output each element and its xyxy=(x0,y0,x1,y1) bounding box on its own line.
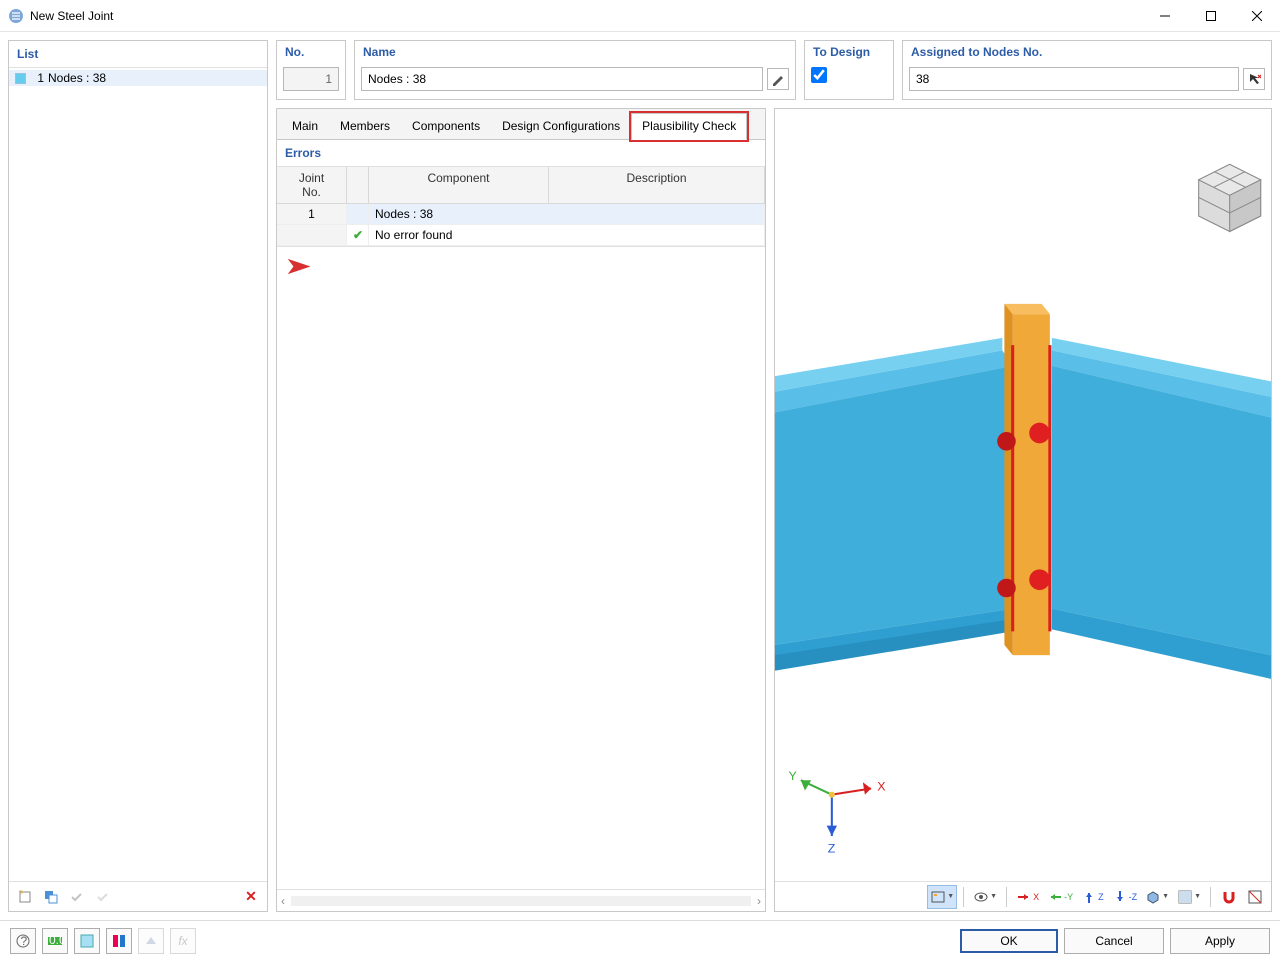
app-icon xyxy=(8,8,24,24)
pick-nodes-icon[interactable] xyxy=(1243,68,1265,90)
check-off-icon[interactable] xyxy=(91,885,115,909)
tabs-panel: Main Members Components Design Configura… xyxy=(276,108,766,912)
bottom-bar: ? 0.00 fx OK Cancel Apply xyxy=(0,920,1280,960)
name-label: Name xyxy=(355,41,795,63)
to-design-label: To Design xyxy=(805,41,893,63)
window-title: New Steel Joint xyxy=(30,9,1142,23)
cancel-button[interactable]: Cancel xyxy=(1064,928,1164,954)
viewport-panel: X Y Z xyxy=(774,108,1272,912)
error-detail-row[interactable]: ✔ No error found xyxy=(277,225,765,246)
col-icon xyxy=(347,167,369,204)
group-row-icon xyxy=(347,204,369,224)
group-assigned-nodes: Assigned to Nodes No. xyxy=(902,40,1272,100)
view-toggle-icon[interactable] xyxy=(138,928,164,954)
group-to-design: To Design xyxy=(804,40,894,100)
view-settings-icon[interactable]: ▼ xyxy=(927,885,957,909)
tab-main[interactable]: Main xyxy=(281,113,329,139)
color-icon[interactable] xyxy=(74,928,100,954)
units-icon[interactable]: 0.00 xyxy=(42,928,68,954)
apply-button[interactable]: Apply xyxy=(1170,928,1270,954)
new-icon[interactable] xyxy=(13,885,37,909)
scroll-right-icon[interactable]: › xyxy=(757,894,761,908)
right-column: No. Name To Design Assigned to Nodes No. xyxy=(276,40,1272,912)
content-area: List 1 Nodes : 38 ✕ No. Name xyxy=(0,32,1280,920)
detail-row-text: No error found xyxy=(369,225,765,245)
delete-icon[interactable]: ✕ xyxy=(239,885,263,909)
titlebar: New Steel Joint xyxy=(0,0,1280,32)
list-title: List xyxy=(9,41,267,68)
error-group-row[interactable]: 1 Nodes : 38 xyxy=(277,204,765,225)
form-row: No. Name To Design Assigned to Nodes No. xyxy=(276,40,1272,100)
maximize-button[interactable] xyxy=(1188,0,1234,31)
svg-text:0.00: 0.00 xyxy=(49,934,63,947)
triad-x-label: X xyxy=(877,780,885,794)
lower-split: Main Members Components Design Configura… xyxy=(276,108,1272,912)
list-item-swatch xyxy=(15,73,26,84)
to-design-checkbox[interactable] xyxy=(811,67,827,83)
h-scrollbar[interactable]: ‹ › xyxy=(277,889,765,911)
text-icon[interactable] xyxy=(106,928,132,954)
col-component: Component xyxy=(369,167,549,204)
scroll-left-icon[interactable]: ‹ xyxy=(281,894,285,908)
view-x-icon[interactable]: X xyxy=(1013,885,1042,909)
list-tree[interactable]: 1 Nodes : 38 xyxy=(9,68,267,881)
col-joint-no: Joint No. xyxy=(277,167,347,204)
name-field[interactable] xyxy=(361,67,763,91)
3d-viewport[interactable]: X Y Z xyxy=(775,109,1271,881)
fx-icon[interactable]: fx xyxy=(170,928,196,954)
view-z-icon[interactable]: Z xyxy=(1078,885,1107,909)
detail-joint-no xyxy=(277,225,347,245)
tab-components[interactable]: Components xyxy=(401,113,491,139)
list-item[interactable]: 1 Nodes : 38 xyxy=(9,70,267,86)
view-y-icon[interactable]: -Y xyxy=(1044,885,1076,909)
errors-header: Joint No. Component Description xyxy=(277,167,765,204)
visibility-icon[interactable]: ▼ xyxy=(970,885,1000,909)
tab-plausibility-check[interactable]: Plausibility Check xyxy=(631,113,747,140)
list-toolbar: ✕ xyxy=(9,881,267,911)
copy-icon[interactable] xyxy=(39,885,63,909)
svg-text:?: ? xyxy=(21,934,28,948)
no-label: No. xyxy=(277,41,345,63)
magnet-icon[interactable] xyxy=(1217,885,1241,909)
errors-heading: Errors xyxy=(277,140,765,166)
group-row-text: Nodes : 38 xyxy=(369,204,765,224)
group-name: Name xyxy=(354,40,796,100)
tab-members[interactable]: Members xyxy=(329,113,401,139)
assigned-nodes-field[interactable] xyxy=(909,67,1239,91)
display-mode-icon[interactable]: ▼ xyxy=(1174,885,1204,909)
col-description: Description xyxy=(549,167,765,204)
minimize-button[interactable] xyxy=(1142,0,1188,31)
errors-table: Joint No. Component Description 1 Nodes … xyxy=(277,166,765,247)
group-joint-no: 1 xyxy=(277,204,347,224)
triad-z-label: Z xyxy=(828,842,836,856)
group-no: No. xyxy=(276,40,346,100)
window-controls xyxy=(1142,0,1280,31)
list-panel: List 1 Nodes : 38 ✕ xyxy=(8,40,268,912)
viewport-toolbar: ▼ ▼ X -Y Z -Z ▼ ▼ xyxy=(775,881,1271,911)
no-field[interactable] xyxy=(283,67,339,91)
list-item-number: 1 xyxy=(30,71,44,85)
tabbar: Main Members Components Design Configura… xyxy=(277,109,765,140)
check-set-icon[interactable] xyxy=(65,885,89,909)
ok-button[interactable]: OK xyxy=(960,929,1058,953)
help-icon[interactable]: ? xyxy=(10,928,36,954)
tab-design-configurations[interactable]: Design Configurations xyxy=(491,113,631,139)
close-button[interactable] xyxy=(1234,0,1280,31)
list-item-label: Nodes : 38 xyxy=(48,71,106,85)
view-neg-z-icon[interactable]: -Z xyxy=(1109,885,1141,909)
check-icon: ✔ xyxy=(347,225,369,245)
clip-plane-icon[interactable] xyxy=(1243,885,1267,909)
triad-y-label: Y xyxy=(788,769,796,783)
assigned-nodes-label: Assigned to Nodes No. xyxy=(903,41,1271,63)
edit-name-icon[interactable] xyxy=(767,68,789,90)
view-iso-icon[interactable]: ▼ xyxy=(1142,885,1172,909)
